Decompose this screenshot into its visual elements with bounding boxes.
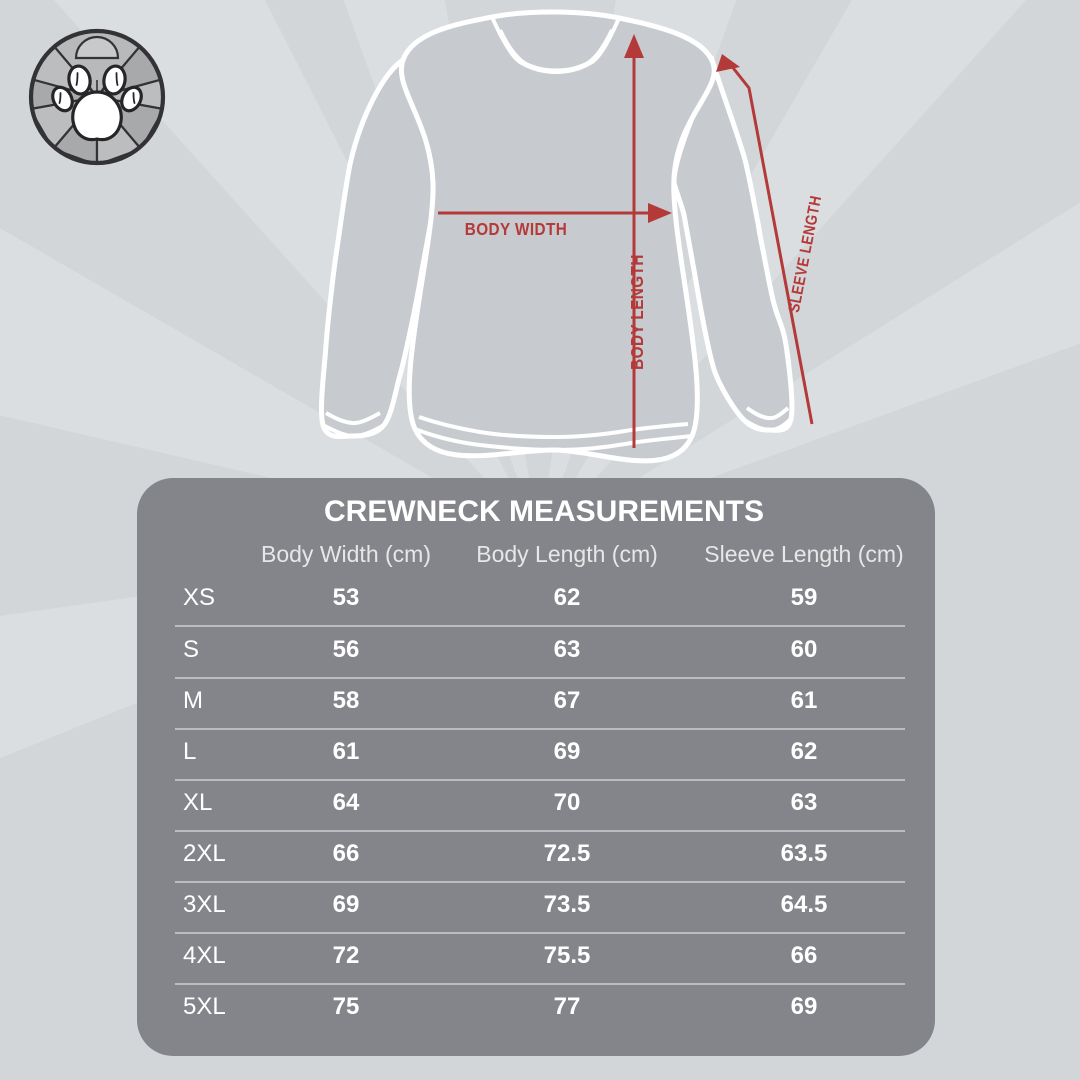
svg-text:XL: XL <box>183 789 212 816</box>
svg-text:73.5: 73.5 <box>544 891 591 918</box>
svg-text:61: 61 <box>791 687 818 714</box>
svg-text:56: 56 <box>333 636 360 663</box>
svg-text:75.5: 75.5 <box>544 942 591 969</box>
svg-text:66: 66 <box>333 840 360 867</box>
svg-text:72.5: 72.5 <box>544 840 591 867</box>
svg-text:62: 62 <box>554 584 581 611</box>
svg-text:Body Width (cm): Body Width (cm) <box>261 541 431 567</box>
svg-text:70: 70 <box>554 789 581 816</box>
svg-text:77: 77 <box>554 993 581 1020</box>
svg-text:58: 58 <box>333 687 360 714</box>
svg-text:63: 63 <box>791 789 818 816</box>
svg-text:59: 59 <box>791 584 818 611</box>
svg-text:M: M <box>183 687 203 714</box>
svg-text:4XL: 4XL <box>183 942 226 969</box>
svg-text:67: 67 <box>554 687 581 714</box>
svg-text:Sleeve Length (cm): Sleeve Length (cm) <box>704 541 903 567</box>
svg-text:72: 72 <box>333 942 360 969</box>
svg-text:69: 69 <box>554 738 581 765</box>
svg-text:XS: XS <box>183 584 215 611</box>
svg-text:L: L <box>183 738 196 765</box>
svg-text:53: 53 <box>333 584 360 611</box>
svg-text:64: 64 <box>333 789 360 816</box>
svg-text:3XL: 3XL <box>183 891 226 918</box>
svg-text:2XL: 2XL <box>183 840 226 867</box>
svg-text:5XL: 5XL <box>183 993 226 1020</box>
svg-text:63.5: 63.5 <box>781 840 828 867</box>
svg-text:Body Length (cm): Body Length (cm) <box>476 541 658 567</box>
svg-text:S: S <box>183 636 199 663</box>
svg-text:61: 61 <box>333 738 360 765</box>
svg-text:64.5: 64.5 <box>781 891 828 918</box>
svg-text:75: 75 <box>333 993 360 1020</box>
svg-text:62: 62 <box>791 738 818 765</box>
svg-text:63: 63 <box>554 636 581 663</box>
svg-text:60: 60 <box>791 636 818 663</box>
svg-text:69: 69 <box>791 993 818 1020</box>
svg-text:69: 69 <box>333 891 360 918</box>
svg-text:CREWNECK MEASUREMENTS: CREWNECK MEASUREMENTS <box>324 495 764 528</box>
svg-text:66: 66 <box>791 942 818 969</box>
